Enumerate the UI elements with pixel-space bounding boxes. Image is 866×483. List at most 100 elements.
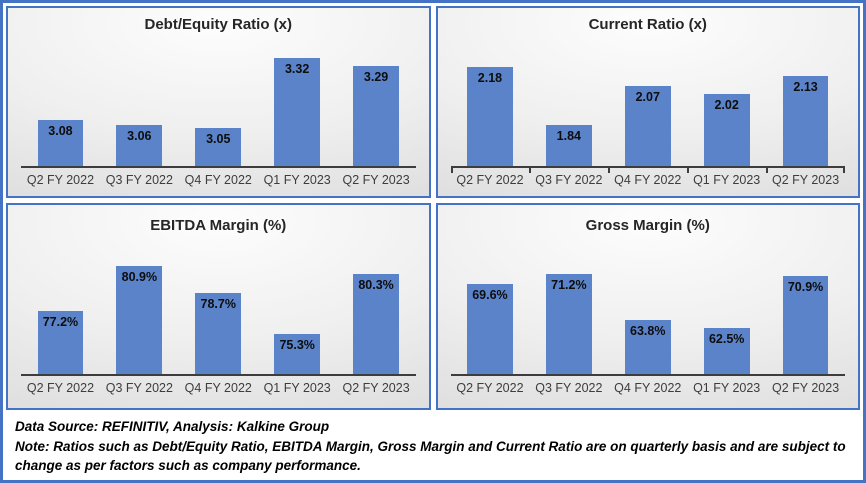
plot-area: 2.18 1.84 2.07 2.02 2.13: [450, 38, 846, 173]
category-label: Q2 FY 2023: [771, 173, 840, 187]
category-label: Q3 FY 2022: [535, 173, 603, 187]
bar-q3-fy-2022: 80.9%: [116, 266, 163, 374]
category-label: Q2 FY 2022: [456, 381, 524, 395]
data-label: 71.2%: [551, 278, 587, 292]
data-label: 62.5%: [708, 332, 745, 346]
bar-slot: 70.9%: [766, 241, 845, 374]
x-axis-line: [450, 166, 845, 173]
bar-q3-fy-2022: 1.84: [545, 125, 592, 166]
category-axis-labels: Q2 FY 2022 Q3 FY 2022 Q4 FY 2022 Q1 FY 2023…: [451, 376, 846, 395]
category-label: Q1 FY 2023: [693, 173, 761, 187]
data-label: 3.32: [284, 62, 310, 76]
axis-tick: [843, 168, 845, 173]
bar-slot: 2.13: [766, 38, 845, 166]
data-label: 3.08: [48, 124, 73, 138]
bar-slot: 80.9%: [100, 241, 179, 374]
bars-container: 3.08 3.06 3.05 3.32 3.29: [21, 38, 416, 166]
x-axis-line: [21, 166, 416, 168]
bars-container: 69.6% 71.2% 63.8% 62.5% 70.9%: [451, 241, 846, 374]
category-label: Q2 FY 2022: [26, 381, 95, 395]
chart-panel-gross-margin: Gross Margin (%) 69.6% 71.2% 63.8% 62.5% 70.…: [435, 203, 860, 410]
axis-tick: [608, 168, 611, 173]
bar-slot: 69.6%: [451, 241, 530, 374]
category-axis-labels: Q2 FY 2022 Q3 FY 2022 Q4 FY 2022 Q1 FY 2023…: [21, 168, 416, 187]
bar-q2-fy-2023: 80.3%: [353, 274, 399, 374]
axis-tick: [450, 168, 453, 173]
bar-q1-fy-2023: 62.5%: [703, 328, 750, 374]
axis-tick: [687, 168, 690, 173]
data-label: 2.13: [793, 80, 818, 94]
category-label: Q3 FY 2022: [535, 381, 603, 395]
footer-notes: Data Source: REFINITIV, Analysis: Kalkin…: [6, 410, 860, 476]
category-label: Q4 FY 2022: [184, 173, 252, 187]
plot-area: 69.6% 71.2% 63.8% 62.5% 70.9%: [450, 241, 846, 376]
category-label: Q1 FY 2023: [263, 173, 331, 187]
bar-slot: 3.29: [337, 38, 416, 166]
bar-slot: 1.84: [529, 38, 608, 166]
data-label: 2.18: [477, 71, 503, 85]
data-label: 3.06: [127, 129, 152, 143]
data-label: 69.6%: [472, 288, 508, 302]
axis-tick: [766, 168, 769, 173]
chart-grid: Debt/Equity Ratio (x) 3.08 3.06 3.05 3.32 3.…: [6, 6, 860, 410]
chart-title: Debt/Equity Ratio (x): [144, 16, 292, 33]
bar-slot: 3.08: [21, 38, 100, 166]
category-label: Q2 FY 2023: [342, 173, 410, 187]
category-label: Q2 FY 2023: [771, 381, 840, 395]
bars-container: 77.2% 80.9% 78.7% 75.3% 80.3%: [21, 241, 416, 374]
bar-slot: 2.18: [451, 38, 530, 166]
bar-slot: 3.05: [179, 38, 258, 166]
category-label: Q3 FY 2022: [105, 381, 173, 395]
data-source-text: Data Source: REFINITIV, Analysis: Kalkin…: [15, 419, 330, 434]
bar-q1-fy-2023: 3.32: [274, 58, 321, 166]
bar-q2-fy-2023: 70.9%: [782, 276, 829, 374]
chart-panel-debt-equity-ratio: Debt/Equity Ratio (x) 3.08 3.06 3.05 3.32 3.…: [6, 6, 431, 198]
bar-q2-fy-2022: 2.18: [467, 67, 513, 166]
axis-tick: [529, 168, 532, 173]
chart-title: Current Ratio (x): [588, 16, 707, 33]
x-axis-line: [450, 374, 845, 376]
note-text: Note: Ratios such as Debt/Equity Ratio, …: [15, 438, 846, 474]
category-label: Q1 FY 2023: [263, 381, 331, 395]
bars-container: 2.18 1.84 2.07 2.02 2.13: [451, 38, 846, 166]
bar-slot: 3.32: [258, 38, 337, 166]
chart-panel-current-ratio: Current Ratio (x) 2.18 1.84 2.07 2.02 2.13 Q…: [435, 6, 860, 198]
data-label: 70.9%: [787, 280, 824, 294]
data-label: 80.9%: [121, 270, 158, 284]
category-axis-labels: Q2 FY 2022 Q3 FY 2022 Q4 FY 2022 Q1 FY 2023…: [451, 168, 846, 187]
data-label: 3.29: [363, 70, 389, 84]
category-label: Q4 FY 2022: [184, 381, 252, 395]
data-label: 2.07: [635, 90, 660, 104]
bar-slot: 77.2%: [21, 241, 100, 374]
bar-q2-fy-2022: 77.2%: [37, 311, 84, 374]
bar-slot: 62.5%: [687, 241, 766, 374]
x-axis-line: [21, 374, 416, 376]
category-label: Q3 FY 2022: [105, 173, 173, 187]
bar-q3-fy-2022: 3.06: [116, 125, 163, 166]
category-label: Q1 FY 2023: [693, 381, 761, 395]
data-label: 75.3%: [279, 338, 315, 352]
data-label: 3.05: [206, 132, 231, 146]
bar-slot: 80.3%: [337, 241, 416, 374]
category-label: Q2 FY 2023: [342, 381, 410, 395]
category-label: Q2 FY 2022: [26, 173, 95, 187]
bar-q4-fy-2022: 63.8%: [624, 320, 671, 374]
bar-slot: 3.06: [100, 38, 179, 166]
category-label: Q2 FY 2022: [456, 173, 524, 187]
plot-area: 77.2% 80.9% 78.7% 75.3% 80.3%: [21, 241, 416, 376]
category-label: Q4 FY 2022: [614, 173, 682, 187]
bar-slot: 71.2%: [529, 241, 608, 374]
data-label: 1.84: [556, 129, 582, 143]
bar-q3-fy-2022: 71.2%: [545, 274, 592, 374]
chart-title: Gross Margin (%): [585, 217, 710, 234]
bar-q2-fy-2022: 3.08: [37, 120, 84, 166]
bar-slot: 75.3%: [258, 241, 337, 374]
bar-slot: 2.02: [687, 38, 766, 166]
bar-q1-fy-2023: 2.02: [703, 94, 750, 166]
bar-q4-fy-2022: 2.07: [624, 86, 671, 166]
bar-q1-fy-2023: 75.3%: [274, 334, 321, 374]
bar-q4-fy-2022: 78.7%: [195, 293, 242, 374]
chart-title: EBITDA Margin (%): [150, 217, 287, 234]
bar-q2-fy-2023: 2.13: [782, 76, 829, 166]
